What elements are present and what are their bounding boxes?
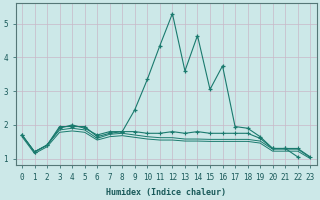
X-axis label: Humidex (Indice chaleur): Humidex (Indice chaleur) <box>106 188 226 197</box>
